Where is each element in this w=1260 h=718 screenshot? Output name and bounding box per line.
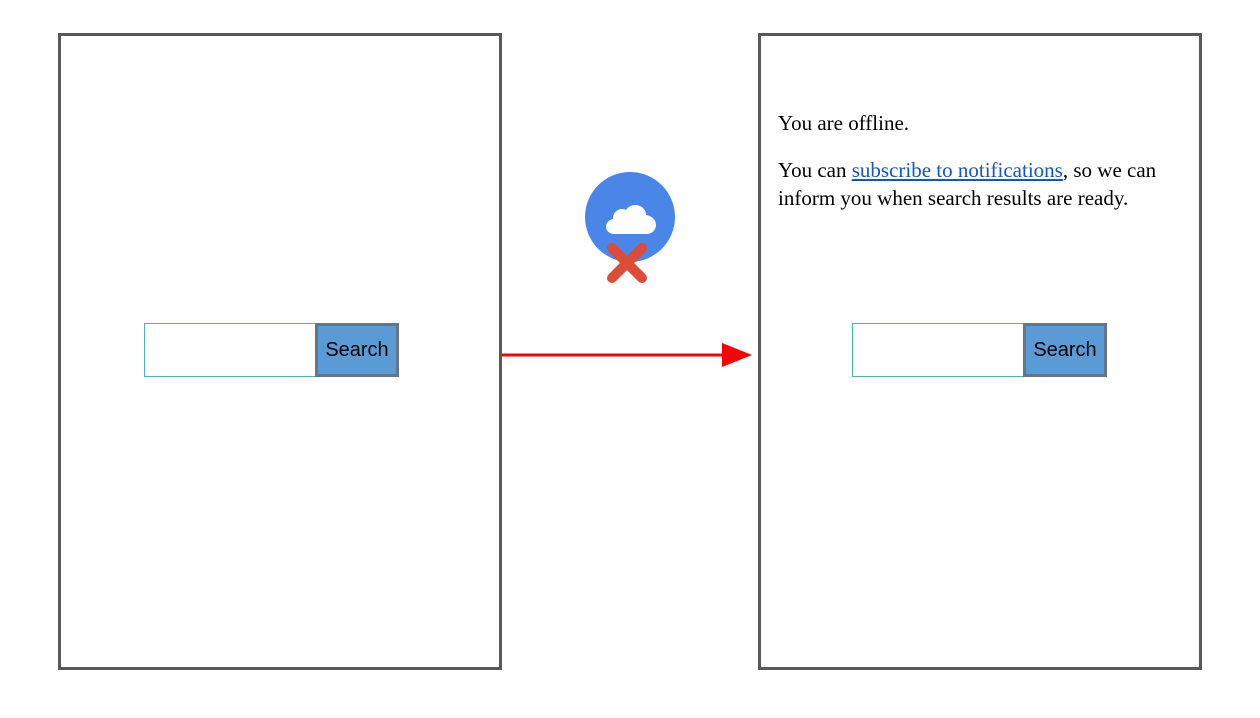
transition-arrow-icon [502, 340, 762, 370]
offline-line2-prefix: You can [778, 158, 852, 182]
search-group-right: Search [852, 323, 1107, 377]
subscribe-link[interactable]: subscribe to notifications [852, 158, 1063, 182]
offline-line1: You are offline. [778, 110, 1188, 137]
cloud-icon [602, 199, 658, 235]
search-group-left: Search [144, 323, 399, 377]
search-button[interactable]: Search [1023, 323, 1107, 377]
search-button[interactable]: Search [315, 323, 399, 377]
offline-x-icon [606, 242, 648, 284]
search-input[interactable] [144, 323, 316, 377]
offline-message: You are offline. You can subscribe to no… [778, 110, 1188, 232]
offline-line2: You can subscribe to notifications, so w… [778, 157, 1188, 212]
search-input[interactable] [852, 323, 1024, 377]
